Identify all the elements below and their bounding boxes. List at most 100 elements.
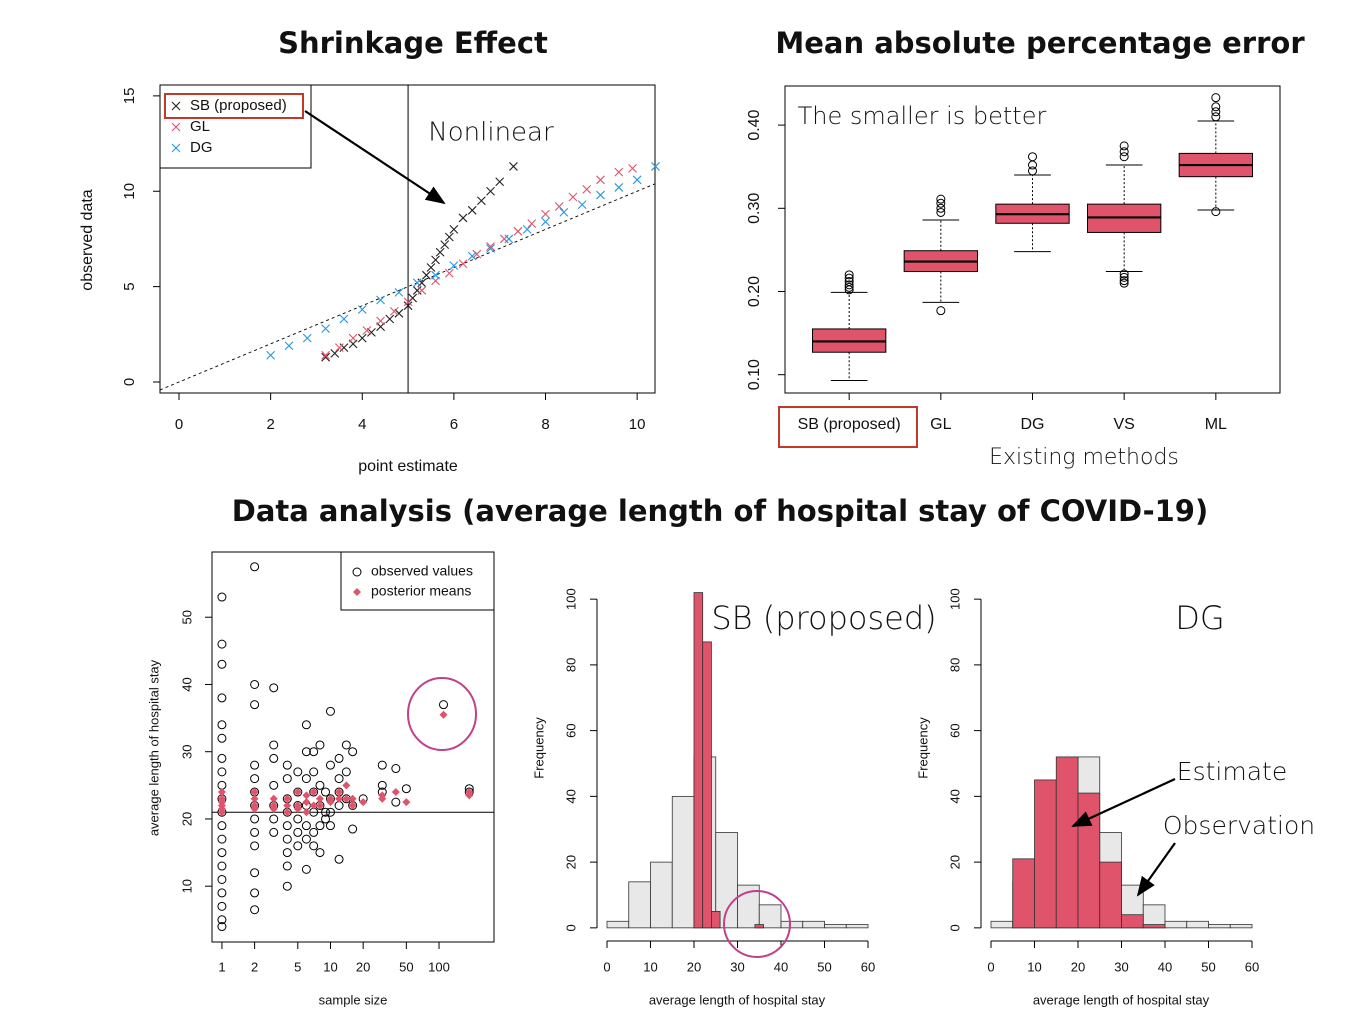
x-tick-label: GL: [930, 416, 951, 433]
x-axis-label: point estimate: [358, 458, 458, 475]
point: [403, 301, 413, 311]
histogram-bar: [1099, 861, 1122, 929]
point: [334, 753, 344, 763]
point: [309, 841, 319, 851]
x-axis-label: average length of hospital stay: [649, 992, 826, 1007]
y-axis-label: observed data: [79, 189, 96, 291]
point: [357, 333, 367, 343]
outlier: [1119, 152, 1129, 162]
arrow: [1136, 842, 1176, 897]
y-axis-label: Frequency: [915, 717, 930, 779]
histogram-bar: [711, 911, 721, 929]
point: [217, 861, 227, 871]
point: [439, 710, 448, 719]
point: [389, 307, 399, 316]
section-heading: Data analysis (average length of hospita…: [232, 494, 1208, 528]
point: [301, 747, 311, 757]
legend-label: GL: [190, 118, 210, 135]
point: [269, 683, 279, 693]
point: [283, 801, 292, 810]
point: [499, 234, 509, 244]
point: [348, 333, 358, 343]
highlight-box: [778, 406, 918, 448]
x-tick-label: 60: [861, 959, 875, 974]
point: [394, 287, 404, 297]
point: [321, 807, 331, 817]
point: [315, 801, 324, 810]
y-tick-label: 0.40: [746, 109, 763, 140]
point: [269, 780, 279, 790]
point: [250, 788, 259, 797]
x-tick-label: 2: [251, 959, 258, 974]
point: [301, 774, 311, 784]
point: [486, 186, 495, 196]
y-tick-label: 5: [121, 282, 138, 290]
point: [377, 780, 387, 790]
point: [440, 240, 450, 250]
point: [250, 827, 260, 837]
point: [250, 774, 260, 784]
histogram-bar: [1012, 858, 1035, 929]
point: [217, 808, 226, 817]
legend-label: observed values: [371, 563, 473, 579]
y-tick-label: 0: [563, 924, 578, 931]
outlier: [844, 270, 854, 280]
point: [250, 868, 260, 878]
point: [293, 788, 302, 797]
y-tick-label: 20: [179, 812, 194, 826]
point: [217, 639, 227, 649]
x-tick-label: 20: [687, 959, 701, 974]
point: [632, 175, 642, 185]
histogram-bar: [1164, 920, 1188, 929]
point: [284, 341, 294, 351]
x-tick-label: 0: [175, 416, 183, 433]
histogram-bar: [780, 920, 804, 929]
point: [362, 326, 372, 335]
x-tick-label: 60: [1245, 959, 1259, 974]
point: [541, 209, 550, 219]
histogram-bar: [715, 832, 738, 929]
point: [282, 881, 292, 891]
point: [426, 263, 436, 272]
histogram-bar: [990, 920, 1014, 929]
legend-marker: [353, 588, 361, 596]
point: [527, 219, 537, 229]
point: [339, 314, 349, 324]
point: [283, 808, 292, 817]
point: [458, 213, 468, 223]
point: [269, 740, 279, 750]
x-tick-label: 20: [356, 959, 370, 974]
histogram-bar: [758, 904, 782, 929]
point: [596, 190, 605, 200]
point: [321, 350, 330, 360]
x-tick-label: 1: [218, 959, 225, 974]
point: [401, 784, 411, 794]
histogram-bar: [671, 795, 695, 929]
y-tick-label: 10: [121, 183, 138, 200]
point: [321, 324, 330, 333]
y-axis-label: average length of hospital stay: [146, 659, 161, 836]
point: [293, 827, 303, 837]
y-tick-label: 40: [179, 677, 194, 691]
x-tick-label: VS: [1113, 416, 1134, 433]
y-tick-label: 0: [121, 378, 138, 386]
annotation: DG: [1175, 599, 1224, 637]
point: [269, 827, 279, 837]
point: [269, 794, 278, 803]
point: [283, 794, 292, 803]
y-axis-label: Frequency: [531, 717, 546, 779]
x-axis-label: Existing methods: [989, 445, 1179, 470]
x-tick-label: 10: [323, 959, 337, 974]
point: [302, 808, 311, 817]
point: [357, 305, 367, 314]
y-tick-label: 60: [563, 723, 578, 737]
point: [449, 225, 459, 234]
point: [321, 787, 331, 797]
point: [431, 270, 440, 280]
y-tick-label: 0.10: [746, 359, 763, 390]
x-tick-label: 10: [643, 959, 657, 974]
point: [217, 922, 227, 932]
point: [417, 286, 427, 295]
point: [394, 308, 404, 318]
x-tick-label: 50: [1201, 959, 1215, 974]
